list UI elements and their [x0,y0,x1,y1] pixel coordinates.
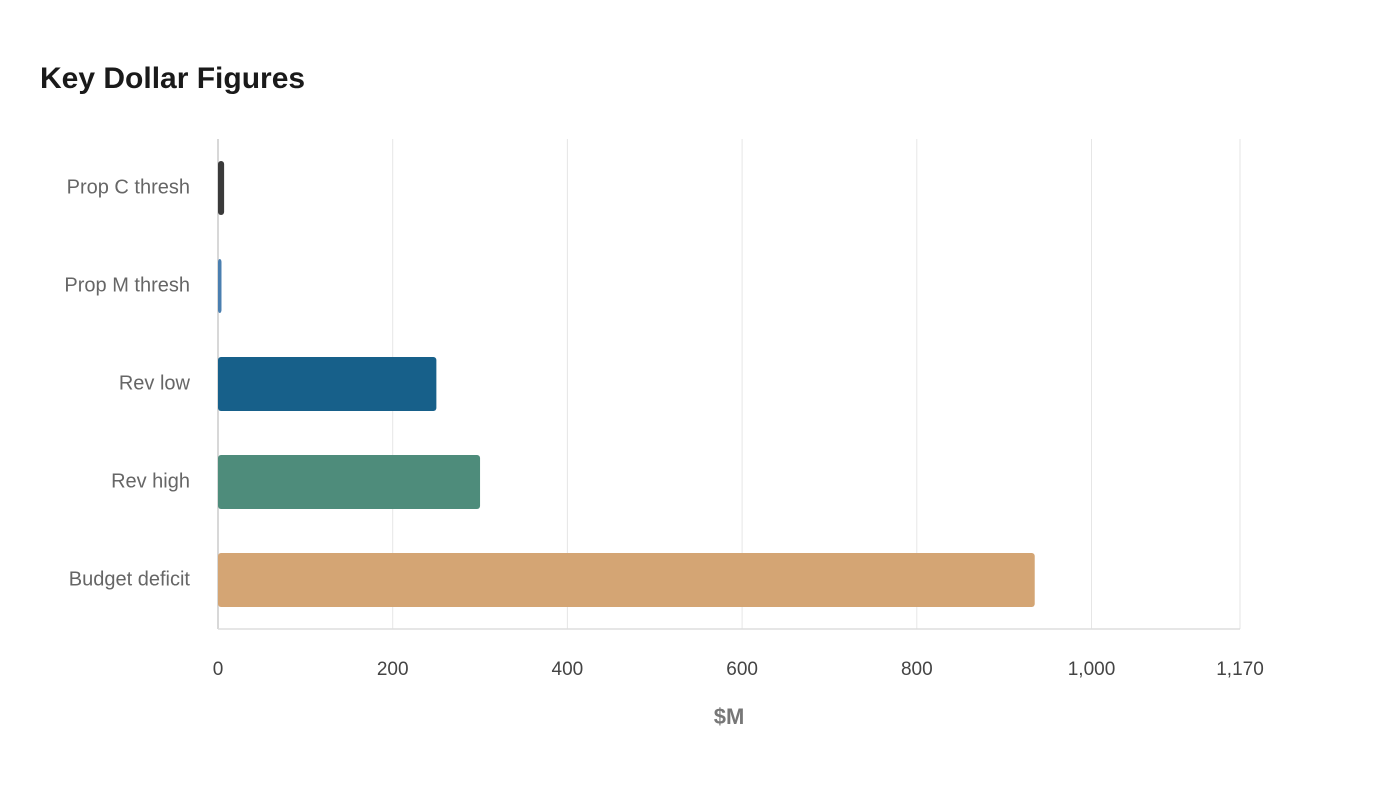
bar [218,259,222,313]
y-tick-label: Budget deficit [69,568,191,590]
x-axis-title: $M [714,704,745,729]
bar [218,455,481,509]
x-tick-label: 600 [726,659,758,680]
x-tick-label: 1,170 [1216,659,1264,680]
chart-title: Key Dollar Figures [40,62,305,95]
x-tick-label: 400 [552,659,584,680]
x-tick-label: 0 [213,659,224,680]
x-tick-label: 800 [901,659,933,680]
bar [218,553,1035,607]
x-tick-label: 200 [377,659,409,680]
bar [218,161,225,215]
y-tick-label: Rev low [119,372,191,394]
x-tick-label: 1,000 [1068,659,1116,680]
y-tick-label: Prop M thresh [64,274,190,296]
y-tick-label: Prop C thresh [67,176,190,198]
bar [218,357,437,411]
y-tick-label: Rev high [111,470,190,492]
